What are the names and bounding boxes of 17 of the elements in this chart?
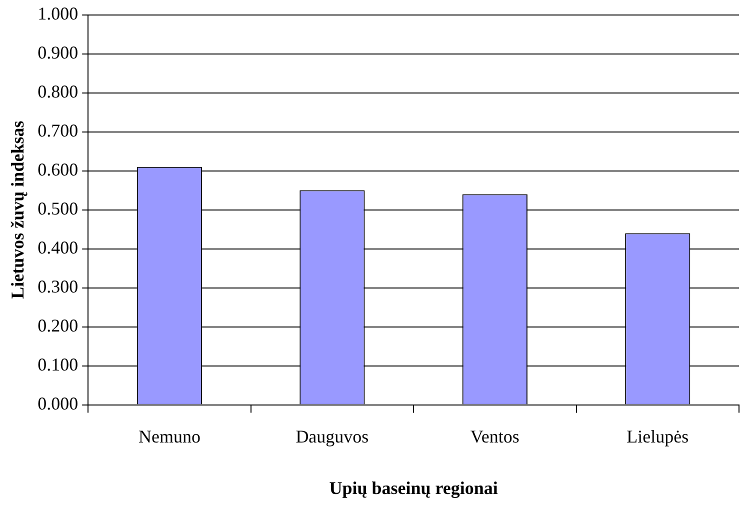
- y-tick-label: 0.600: [38, 160, 78, 180]
- y-tick-label: 0.300: [38, 276, 78, 297]
- y-tick-label: 1.000: [38, 4, 78, 24]
- y-tick-label: 0.500: [38, 198, 78, 219]
- x-tick-label: Dauguvos: [296, 426, 369, 446]
- y-tick-label: 0.000: [38, 394, 78, 414]
- y-tick-label: 0.900: [38, 42, 78, 63]
- y-tick-label: 0.100: [38, 354, 78, 375]
- x-tick-label: Lielupės: [626, 426, 689, 446]
- y-tick-label: 0.700: [38, 120, 78, 141]
- y-axis-title: Lietuvos žuvų indeksas: [7, 120, 28, 299]
- y-tick-label: 0.400: [38, 238, 78, 258]
- x-tick-label: Nemuno: [138, 426, 200, 446]
- x-axis-title: Upių baseinų regionai: [329, 478, 498, 498]
- y-tick-label: 0.800: [38, 82, 78, 102]
- x-tick-label: Ventos: [470, 426, 520, 446]
- y-tick-label: 0.200: [38, 316, 78, 336]
